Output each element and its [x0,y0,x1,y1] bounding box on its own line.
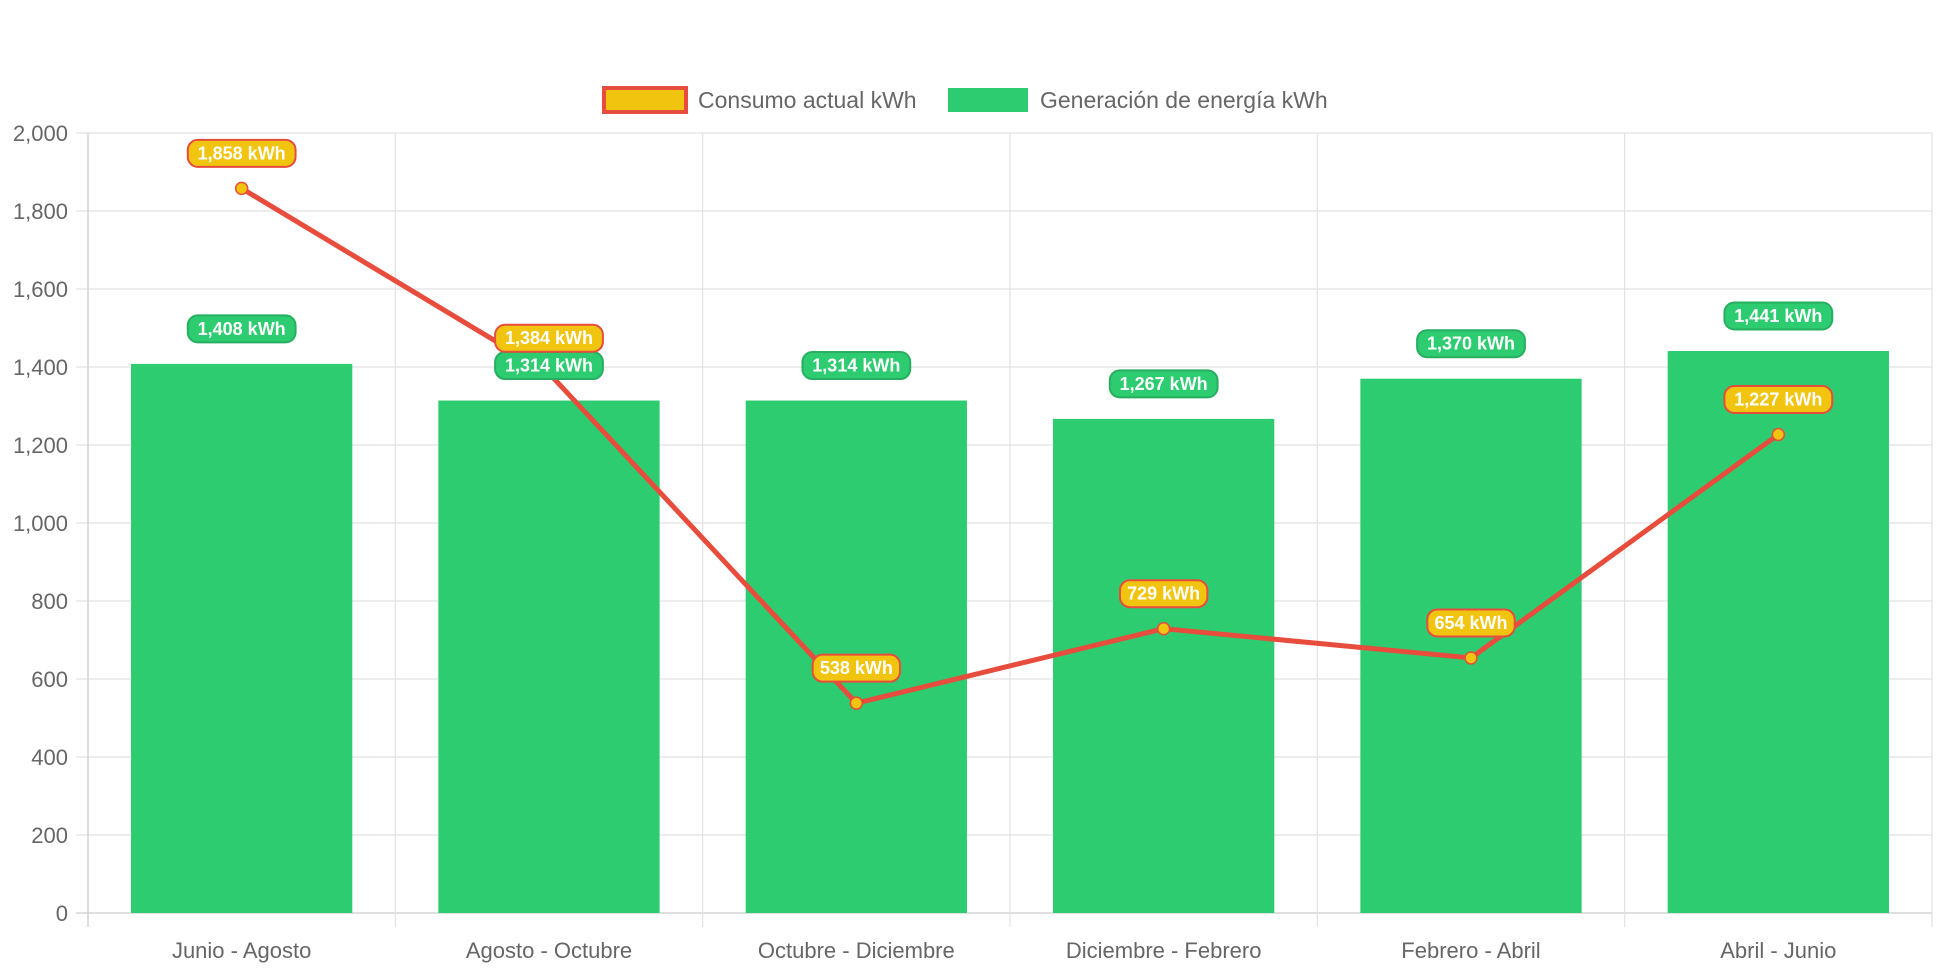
y-tick-label: 400 [31,745,68,770]
x-tick-label: Febrero - Abril [1401,938,1540,963]
legend-swatch-consumo [602,86,688,114]
data-label-consumo-box [1723,384,1834,414]
data-label-generacion-box [1416,329,1526,359]
bar-generacion [438,400,660,913]
x-tick-label: Junio - Agosto [172,938,311,963]
data-label-consumo: 1,858 kWh [198,143,286,163]
y-tick-label: 1,600 [13,277,68,302]
data-label-consumo-box [1426,608,1516,638]
data-label-generacion-box [186,314,297,344]
data-label-generacion: 1,314 kWh [812,356,900,376]
y-tick-label: 600 [31,667,68,692]
line-point-consumo [234,181,249,196]
data-label-generacion: 1,267 kWh [1120,374,1208,394]
data-label-consumo: 538 kWh [820,658,893,678]
line-point-consumo [849,696,864,710]
x-tick-label: Octubre - Diciembre [758,938,955,963]
y-tick-label: 2,000 [13,121,68,146]
data-label-consumo: 1,384 kWh [505,328,593,348]
y-tick-label: 200 [31,823,68,848]
legend-label-consumo: Consumo actual kWh [698,87,917,113]
data-label-generacion: 1,441 kWh [1734,306,1822,326]
data-label-consumo: 654 kWh [1434,613,1507,633]
y-tick-label: 1,000 [13,511,68,536]
legend: Consumo actual kWh Generación de energía … [602,86,1328,114]
line-point-consumo [1464,651,1478,665]
data-label-consumo-box [186,138,297,168]
axis-layer: 0 200 400 600 800 1,000 1,200 1,400 1,600 1,800 2,… [13,121,1836,963]
data-label-generacion-box [801,351,912,381]
bar-generacion [1667,351,1889,913]
grid-layer [76,132,1933,927]
y-tick-label: 1,200 [13,433,68,458]
data-label-generacion: 1,408 kWh [198,319,286,339]
bar-generacion [1360,378,1582,913]
legend-label-generacion: Generación de energía kWh [1040,87,1328,113]
data-label-generacion: 1,370 kWh [1427,334,1515,354]
label-layer: 1,408 kWh 1,314 kWh 1,314 kWh 1,267 kWh 1,37… [186,138,1834,683]
bar-generacion [131,363,353,913]
bar-generacion [1053,418,1275,913]
x-tick-label: Agosto - Octubre [466,938,632,963]
y-tick-label: 1,400 [13,355,68,380]
legend-swatch-generacion [948,88,1028,112]
data-label-consumo-box [811,653,902,683]
data-label-generacion-box [1723,301,1834,331]
line-point-consumo [1156,621,1171,636]
x-tick-label: Diciembre - Febrero [1066,938,1262,963]
data-label-consumo: 1,227 kWh [1734,389,1822,409]
line-point-consumo [1771,427,1786,442]
data-label-generacion-box [1108,369,1219,399]
x-tick-label: Abril - Junio [1720,938,1836,963]
y-tick-label: 0 [56,901,68,926]
data-label-consumo-box [1118,579,1209,609]
bar-layer [131,351,1889,913]
data-label-consumo: 729 kWh [1127,584,1200,604]
y-tick-label: 800 [31,589,68,614]
data-label-generacion: 1,314 kWh [505,356,593,376]
y-tick-label: 1,800 [13,199,68,224]
data-label-consumo-box [494,323,604,353]
